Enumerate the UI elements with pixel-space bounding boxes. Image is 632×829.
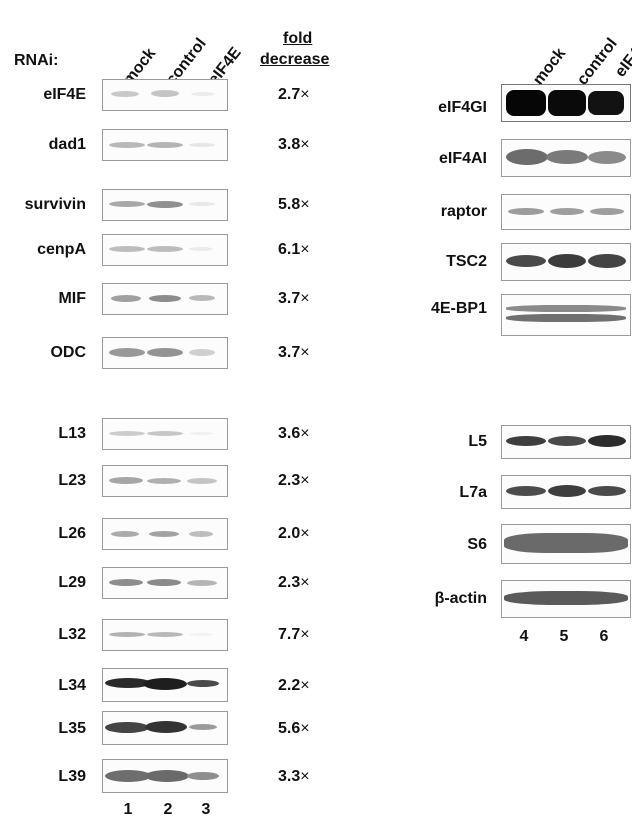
blot-4ebp1 [501,294,631,336]
blot-l13 [102,418,228,450]
fold-value: 3.7× [278,290,310,307]
fold-value: 7.7× [278,626,310,643]
blot-label: L35 [58,720,86,737]
blot-beta-actin [501,580,631,618]
blot-label: L32 [58,626,86,643]
blot-label: eIF4AI [438,150,487,167]
fold-value: 5.8× [278,196,310,213]
blot-l23 [102,465,228,497]
lane-number-6: 6 [599,628,609,645]
lane-number-3: 3 [201,801,211,818]
blot-l7a [501,475,631,509]
blot-label: L5 [468,433,487,450]
blot-label: dad1 [48,136,86,153]
blot-l39 [102,759,228,793]
blot-label: L34 [58,677,86,694]
fold-value: 2.3× [278,574,310,591]
blot-label: raptor [440,203,487,220]
lane-header-control-right: control [574,35,621,89]
fold-value: 3.6× [278,425,310,442]
blot-mif [102,283,228,315]
lane-number-4: 4 [519,628,529,645]
fold-value: 2.7× [278,86,310,103]
blot-l32 [102,619,228,651]
fold-value: 3.3× [278,768,310,785]
blot-label: ODC [50,344,86,361]
blot-label: eIF4E [43,86,86,103]
blot-label: L26 [58,525,86,542]
fold-value: 2.3× [278,472,310,489]
blot-cenpa [102,234,228,266]
blot-survivin [102,189,228,221]
lane-number-5: 5 [559,628,569,645]
blot-l35 [102,711,228,745]
fold-value: 3.7× [278,344,310,361]
blot-tsc2 [501,243,631,281]
blot-s6 [501,524,631,564]
lane-header-mock-right: mock [530,45,570,89]
fold-value: 3.8× [278,136,310,153]
blot-l34 [102,668,228,702]
rnai-label: RNAi: [14,52,59,69]
blot-label: MIF [58,290,86,307]
blot-eif4gi [501,84,631,122]
blot-label: L23 [58,472,86,489]
blot-label: eIF4GI [438,99,487,116]
blot-label: L13 [58,425,86,442]
blot-l5 [501,425,631,459]
blot-l29 [102,567,228,599]
blot-odc [102,337,228,369]
fold-value: 6.1× [278,241,310,258]
fold-value: 5.6× [278,720,310,737]
blot-l26 [102,518,228,550]
fold-header-2: decrease [260,51,330,68]
lane-number-2: 2 [163,801,173,818]
blot-label: L7a [459,484,487,501]
blot-label: survivin [24,196,86,213]
fold-value: 2.2× [278,677,310,694]
fold-value: 2.0× [278,525,310,542]
blot-raptor [501,194,631,230]
blot-eif4ai [501,139,631,177]
blot-label: 4E-BP1 [430,300,487,317]
blot-label: L39 [58,768,86,785]
blot-label: L29 [58,574,86,591]
blot-eif4e [102,79,228,111]
blot-label: cenpA [37,241,86,258]
blot-label: S6 [467,536,487,553]
blot-label: β-actin [434,590,487,607]
fold-header-1: fold [283,30,313,47]
blot-dad1 [102,129,228,161]
lane-number-1: 1 [123,801,133,818]
blot-label: TSC2 [446,253,487,270]
